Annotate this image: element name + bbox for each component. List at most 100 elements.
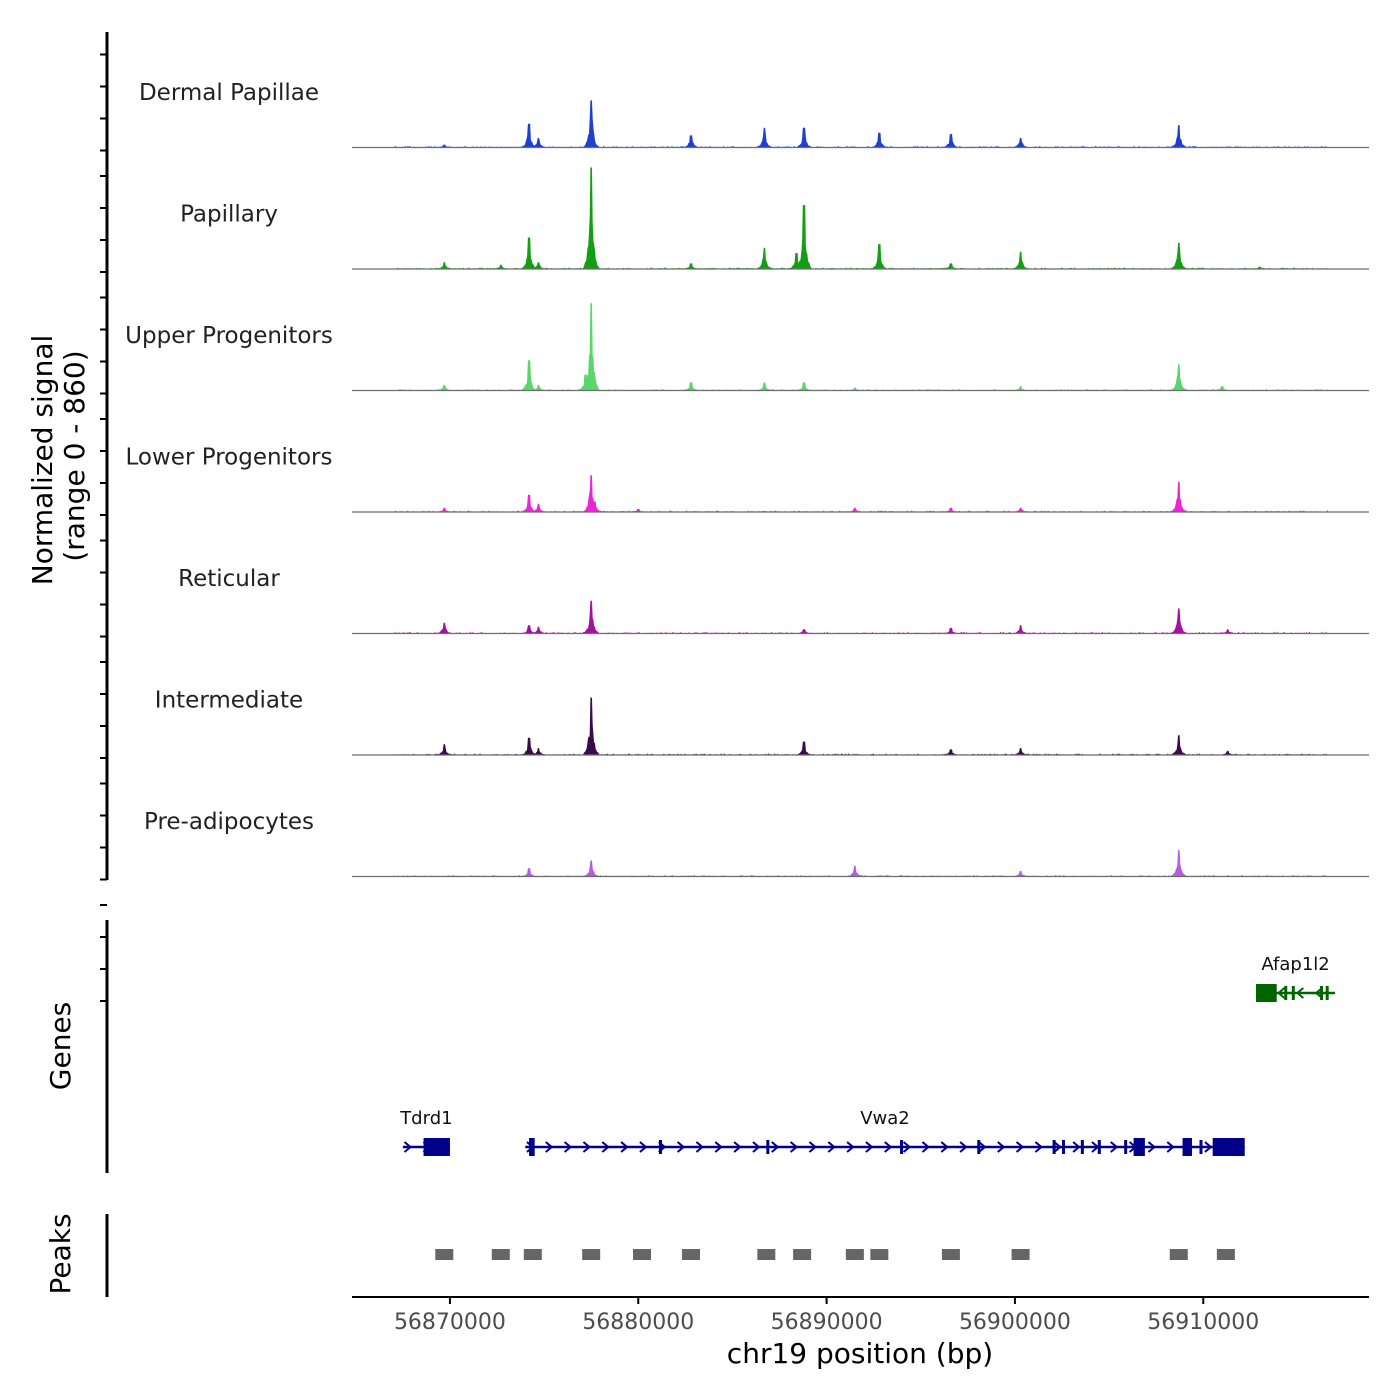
exon [1080, 1140, 1084, 1154]
strand-arrow [714, 1141, 723, 1153]
peak-region [491, 1249, 510, 1260]
exon [1133, 1138, 1145, 1156]
coverage-area [393, 600, 1328, 634]
strand-arrow [1015, 1141, 1025, 1153]
track-label: Lower Progenitors [126, 445, 333, 471]
strand-arrow [846, 1141, 855, 1153]
track-dermal-papillae: Dermal Papillae [139, 80, 1369, 149]
strand-arrow [752, 1141, 761, 1153]
strand-arrow [865, 1141, 874, 1153]
strand-arrow [582, 1141, 591, 1153]
coverage-area [393, 100, 1328, 149]
peak-region [582, 1249, 601, 1260]
track-upper-progenitors: Upper Progenitors [125, 303, 1369, 392]
strand-arrow [1276, 987, 1286, 999]
exon [1320, 986, 1324, 1000]
track-label: Upper Progenitors [125, 323, 333, 349]
coverage-area [393, 167, 1328, 270]
coverage-area [393, 303, 1328, 392]
peak-region [682, 1249, 700, 1260]
strand-arrow [733, 1141, 742, 1153]
peak-region [523, 1249, 542, 1260]
strand-arrow [695, 1141, 704, 1153]
exon [1325, 986, 1329, 1000]
track-reticular: Reticular [178, 566, 1369, 635]
peak-region [870, 1249, 889, 1260]
x-ticks: 56870000 56880000 56890000 56900000 56910000 [394, 1297, 1259, 1335]
track-pre-adipocytes: Pre-adipocytes [144, 809, 1369, 878]
strand-arrow [1147, 1141, 1156, 1153]
peak-region [1216, 1249, 1235, 1260]
coverage-y-ticks [100, 53, 107, 1002]
strand-arrow [1072, 1141, 1081, 1153]
gene-label: Afap1l2 [1261, 954, 1329, 975]
exon [766, 1140, 770, 1154]
peak-region [793, 1249, 812, 1260]
strand-arrow [959, 1141, 968, 1153]
track-label: Pre-adipocytes [144, 809, 314, 835]
exon [658, 1140, 662, 1154]
strand-arrow [601, 1141, 610, 1153]
peak-region [1011, 1249, 1030, 1260]
peak-region [633, 1249, 652, 1260]
gene-models: Tdrd1 Vwa2 Afap1l2 [399, 954, 1336, 1156]
strand-arrow [1295, 987, 1304, 999]
strand-arrow [902, 1141, 912, 1153]
peak-region [1169, 1249, 1188, 1260]
x-tick-label: 56870000 [394, 1310, 506, 1335]
strand-arrow [940, 1141, 949, 1153]
coverage-tracks: Dermal Papillae Papillary Upper Progenitor… [125, 80, 1369, 878]
gene-afap1l2: Afap1l2 [1256, 954, 1336, 1002]
strand-arrow [676, 1141, 686, 1153]
genes-panel: Genes Tdrd1 Vwa2 Afap1l2 [44, 920, 1336, 1173]
strand-arrow [1034, 1141, 1043, 1153]
peak-region [435, 1249, 454, 1260]
exon [529, 1138, 535, 1156]
peak-regions [435, 1249, 1235, 1260]
peaks-track-label: Peaks [44, 1213, 77, 1294]
strand-arrow [620, 1141, 629, 1153]
track-papillary: Papillary [180, 167, 1369, 270]
exon [1284, 986, 1288, 1000]
strand-arrow [808, 1141, 817, 1153]
coverage-area [393, 850, 1328, 878]
exon [423, 1138, 450, 1156]
track-lower-progenitors: Lower Progenitors [126, 445, 1369, 513]
exon [1212, 1138, 1245, 1156]
strand-arrow [1204, 1141, 1213, 1153]
genes-track-label: Genes [44, 1002, 77, 1090]
strand-arrow [827, 1141, 836, 1153]
peak-region [845, 1249, 864, 1260]
track-label: Intermediate [155, 688, 303, 714]
exon [1052, 1140, 1056, 1154]
x-tick-label: 56890000 [771, 1310, 883, 1335]
x-tick-label: 56900000 [959, 1310, 1071, 1335]
strand-arrow [997, 1141, 1006, 1153]
track-label: Papillary [180, 202, 278, 228]
exon [1291, 986, 1295, 1000]
exon [1182, 1138, 1192, 1156]
x-tick-label: 56880000 [582, 1310, 694, 1335]
exon [977, 1140, 981, 1154]
y-axis-label-line2: (range 0 - 860) [58, 350, 91, 561]
coverage-panel: Normalized signal (range 0 - 860) Dermal… [26, 32, 1369, 1002]
track-intermediate: Intermediate [155, 688, 1369, 756]
exon [1062, 1140, 1066, 1154]
exon [1256, 984, 1277, 1002]
track-label: Dermal Papillae [139, 80, 319, 106]
coverage-area [393, 475, 1328, 513]
peak-region [941, 1249, 960, 1260]
strand-arrow [563, 1141, 573, 1153]
strand-arrow [1166, 1141, 1175, 1153]
strand-arrow [921, 1141, 930, 1153]
strand-arrow [403, 1141, 413, 1153]
strand-arrow [639, 1141, 648, 1153]
x-tick-label: 56910000 [1147, 1310, 1259, 1335]
strand-arrow [1110, 1141, 1119, 1153]
strand-arrow [1053, 1141, 1062, 1153]
gene-label: Vwa2 [860, 1108, 910, 1129]
exon [1199, 1140, 1203, 1154]
gene-label: Tdrd1 [399, 1108, 452, 1129]
strand-arrow [978, 1141, 987, 1153]
